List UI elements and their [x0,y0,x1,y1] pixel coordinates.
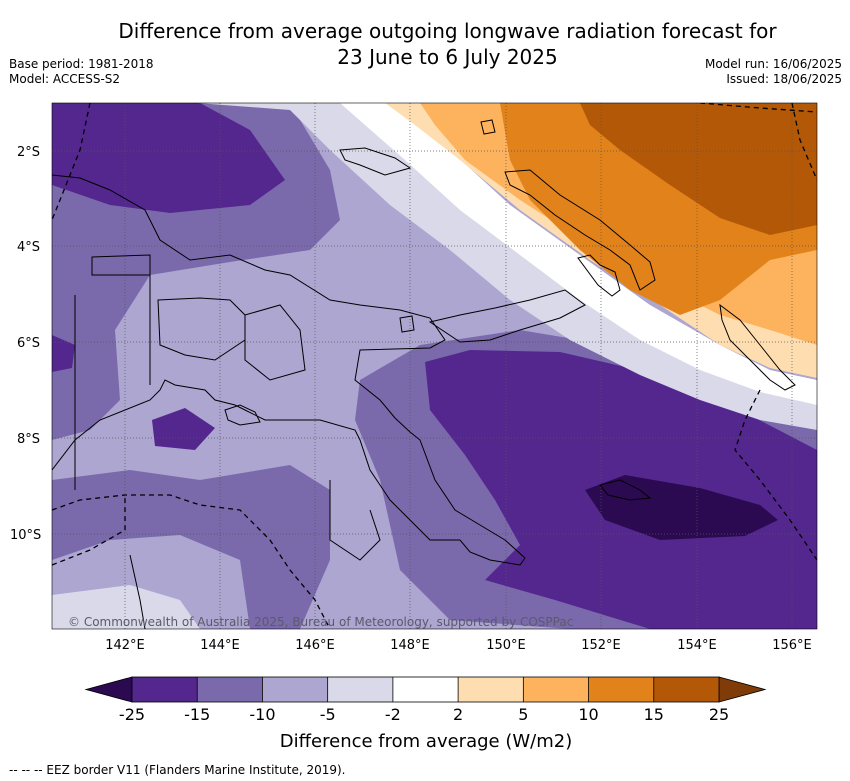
contour-band--25-to--15-nw [52,103,285,213]
colorbar-segment [458,677,524,702]
lon-label: 144°E [200,638,240,653]
colorbar-tick-label: 25 [709,705,729,724]
colorbar-tick-label: 15 [644,705,664,724]
colorbar-extend-low [84,676,133,703]
colorbar-tick-label: -15 [184,705,210,724]
colorbar-segment [523,677,589,702]
meta-left: Base period: 1981-2018 Model: ACCESS-S2 [9,57,154,87]
colorbar-tick-label: -2 [385,705,401,724]
bougainville [577,254,621,297]
lat-labels: 2°S 4°S 6°S 8°S 10°S [10,145,41,543]
solomon-islands [719,303,796,391]
contour-band-15-to-25 [580,103,817,235]
lon-label: 150°E [486,638,526,653]
eez-borders [52,103,817,629]
lon-label: 156°E [772,638,812,653]
contour-band-neutral [340,103,817,405]
colorbar-segment [327,677,393,702]
lat-label: 6°S [17,336,40,351]
new-britain [428,289,586,343]
province-boundary-3 [329,480,381,561]
colorbar-tick-label: -10 [249,705,275,724]
lon-label: 146°E [295,638,335,653]
colorbar-segment [588,677,654,702]
lon-label: 148°E [390,638,430,653]
base-period: Base period: 1981-2018 [9,57,154,71]
new-guinea-coastline [52,174,526,566]
contour-band--25-to--15-west [52,335,75,372]
model-name: Model: ACCESS-S2 [9,72,121,86]
colorbar-tick-label: -5 [320,705,336,724]
coastlines [52,119,796,629]
title-line-2: 23 June to 6 July 2025 [337,45,558,69]
colorbar-segment [653,677,719,702]
colorbar-tick-label: 10 [578,705,598,724]
eez-border-south [52,494,331,629]
louisiade-islands [599,479,652,501]
new-ireland [504,169,656,291]
title-line-1: Difference from average outgoing longwav… [118,19,777,43]
lon-label: 154°E [677,638,717,653]
colorbar-segment [197,677,263,702]
issued-date: Issued: 18/06/2025 [726,72,842,86]
colorbar-tick-label: -25 [119,705,145,724]
fly-river-delta [224,404,261,426]
lat-label: 10°S [10,528,41,543]
copyright-text: © Commonwealth of Australia 2025, Bureau… [68,615,573,629]
colorbar-tick-label: 5 [518,705,528,724]
colorbar-segment [392,677,459,702]
manus-island [480,119,496,135]
map-frame [51,102,818,630]
contour-band--25-to--15-islet [152,408,215,450]
cape-york [129,554,146,629]
meta-right: Model run: 16/06/2025 Issued: 18/06/2025 [705,57,842,87]
eez-border-ne-2 [791,103,817,181]
model-run: Model run: 16/06/2025 [704,57,842,71]
colorbar: -25 -15 -10 -5 -2 2 5 10 15 25 [84,676,767,724]
colorbar-extend-high [718,676,767,703]
colorbar-segment [132,677,198,702]
lon-label: 152°E [581,638,621,653]
lat-label: 8°S [17,432,40,447]
map-title: Difference from average outgoing longwav… [60,18,835,70]
colorbar-tick-label: 2 [453,705,463,724]
lake-region [91,254,151,276]
eez-legend-note: -- -- -- EEZ border V11 (Flanders Marine… [9,763,346,777]
lon-label: 142°E [105,638,145,653]
small-island [399,315,415,333]
lat-label: 4°S [17,240,40,255]
eez-border-sw [52,495,126,566]
colorbar-segment [262,677,328,702]
eez-border-east [734,389,817,561]
eez-border-ne [699,103,817,113]
lat-label: 2°S [17,145,40,160]
colorbar-outline [131,676,720,703]
province-boundary-2 [244,304,306,381]
contour-band--5-to--2-corner [52,585,200,629]
new-ireland-north [339,147,412,176]
contour-band-below--25 [585,475,778,540]
lon-labels: 142°E 144°E 146°E 148°E 150°E 152°E 154°… [105,638,812,653]
colorbar-title: Difference from average (W/m2) [279,731,573,752]
anomaly-field: © Commonwealth of Australia 2025, Bureau… [52,103,817,629]
eez-border-nw [52,103,91,221]
